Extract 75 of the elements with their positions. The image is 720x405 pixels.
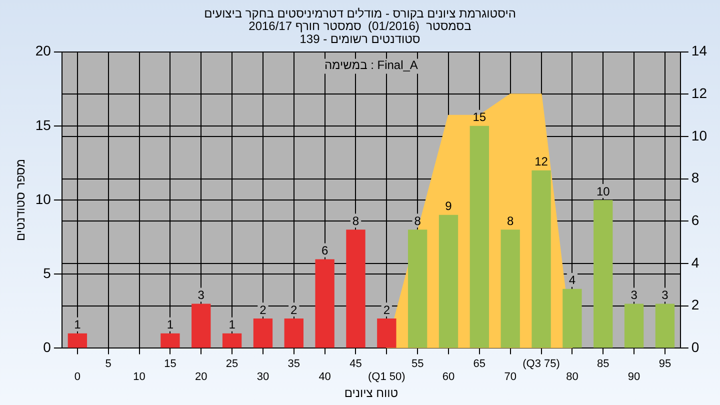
data-label: 9	[445, 199, 452, 214]
x-tick-label: 90	[628, 371, 640, 384]
x-tick-label: 5	[105, 358, 112, 370]
x-tick-label: (Q1 50)	[368, 371, 406, 384]
x-tick-label: 85	[596, 358, 610, 370]
data-label: 8	[414, 214, 422, 228]
bar	[500, 230, 520, 348]
data-label: 1	[74, 318, 82, 332]
data-label: 10	[596, 184, 610, 198]
data-label: 3	[630, 288, 638, 302]
bar	[192, 304, 211, 348]
data-label: 2	[290, 302, 298, 317]
x-tick-label: 10	[133, 371, 146, 384]
data-label: 3	[662, 288, 669, 302]
y2-tick-label: 14	[691, 42, 708, 59]
x-tick-label: 30	[256, 371, 270, 384]
x-tick-label: 0	[74, 371, 80, 384]
data-label: 1	[166, 318, 174, 332]
data-label: 2	[383, 302, 390, 317]
x-tick-label: 70	[504, 371, 516, 384]
bar	[562, 288, 582, 348]
text: היסטוגרמת ציונים בקורס - מודלים דטרמיניסטים בחקר ביצועים	[204, 6, 516, 21]
x-tick-label: 15	[164, 358, 176, 370]
x-tick-label: 25	[226, 358, 238, 370]
x-tick-label: 55	[411, 358, 424, 370]
bar	[253, 318, 273, 348]
text: סטודנטים רשומים - 139	[300, 32, 420, 46]
y-tick-label: 10	[35, 190, 52, 207]
x-tick-label: 95	[658, 358, 672, 370]
data-label: 2	[260, 302, 267, 317]
y-tick-label: 15	[35, 116, 52, 133]
x-tick-label: 35	[288, 358, 300, 370]
y-axis-title: מספר סטודנטים	[14, 158, 28, 242]
text: בסמסטר (01/2016) סמסטר חורף 2016/17	[248, 19, 472, 34]
data-label: 12	[534, 154, 548, 169]
x-tick-label: 20	[195, 371, 208, 384]
bar	[438, 214, 458, 348]
y-tick-label: 20	[35, 42, 52, 59]
bar	[655, 304, 675, 348]
data-label: 8	[507, 214, 514, 228]
y2-tick-label: 6	[691, 212, 700, 228]
x-tick-label: 40	[318, 371, 331, 384]
bar	[222, 333, 242, 348]
bar	[315, 259, 334, 348]
y2-tick-label: 8	[691, 170, 700, 186]
bar	[532, 170, 551, 348]
y2-tick-label: 0	[691, 339, 700, 356]
bar	[377, 318, 396, 348]
data-label: 6	[321, 244, 328, 258]
bar	[346, 230, 366, 348]
y2-tick-label: 12	[691, 85, 708, 101]
bar	[68, 333, 88, 348]
bar	[470, 126, 490, 348]
bar	[160, 333, 180, 348]
x-tick-label: 45	[350, 358, 362, 370]
annotation: במשימה : Final_A	[324, 58, 418, 72]
y-tick-label: 5	[43, 264, 52, 281]
x-axis-title: טווח ציונים	[344, 386, 398, 400]
bar	[624, 304, 644, 348]
x-tick-label: (Q3 75)	[522, 358, 560, 370]
data-label: 8	[352, 214, 360, 228]
y2-tick-label: 4	[691, 254, 700, 270]
bar	[408, 230, 428, 348]
x-tick-label: 60	[442, 371, 455, 384]
data-label: 3	[198, 288, 205, 302]
data-label: 1	[228, 318, 236, 332]
y2-tick-label: 10	[691, 127, 708, 144]
bar	[594, 200, 613, 348]
x-tick-label: 65	[473, 358, 486, 370]
y2-tick-label: 2	[691, 296, 700, 313]
y-tick-label: 0	[43, 339, 52, 356]
x-tick-label: 80	[566, 371, 578, 384]
data-label: 4	[568, 273, 576, 288]
bar	[284, 318, 304, 348]
data-label: 15	[472, 110, 486, 124]
